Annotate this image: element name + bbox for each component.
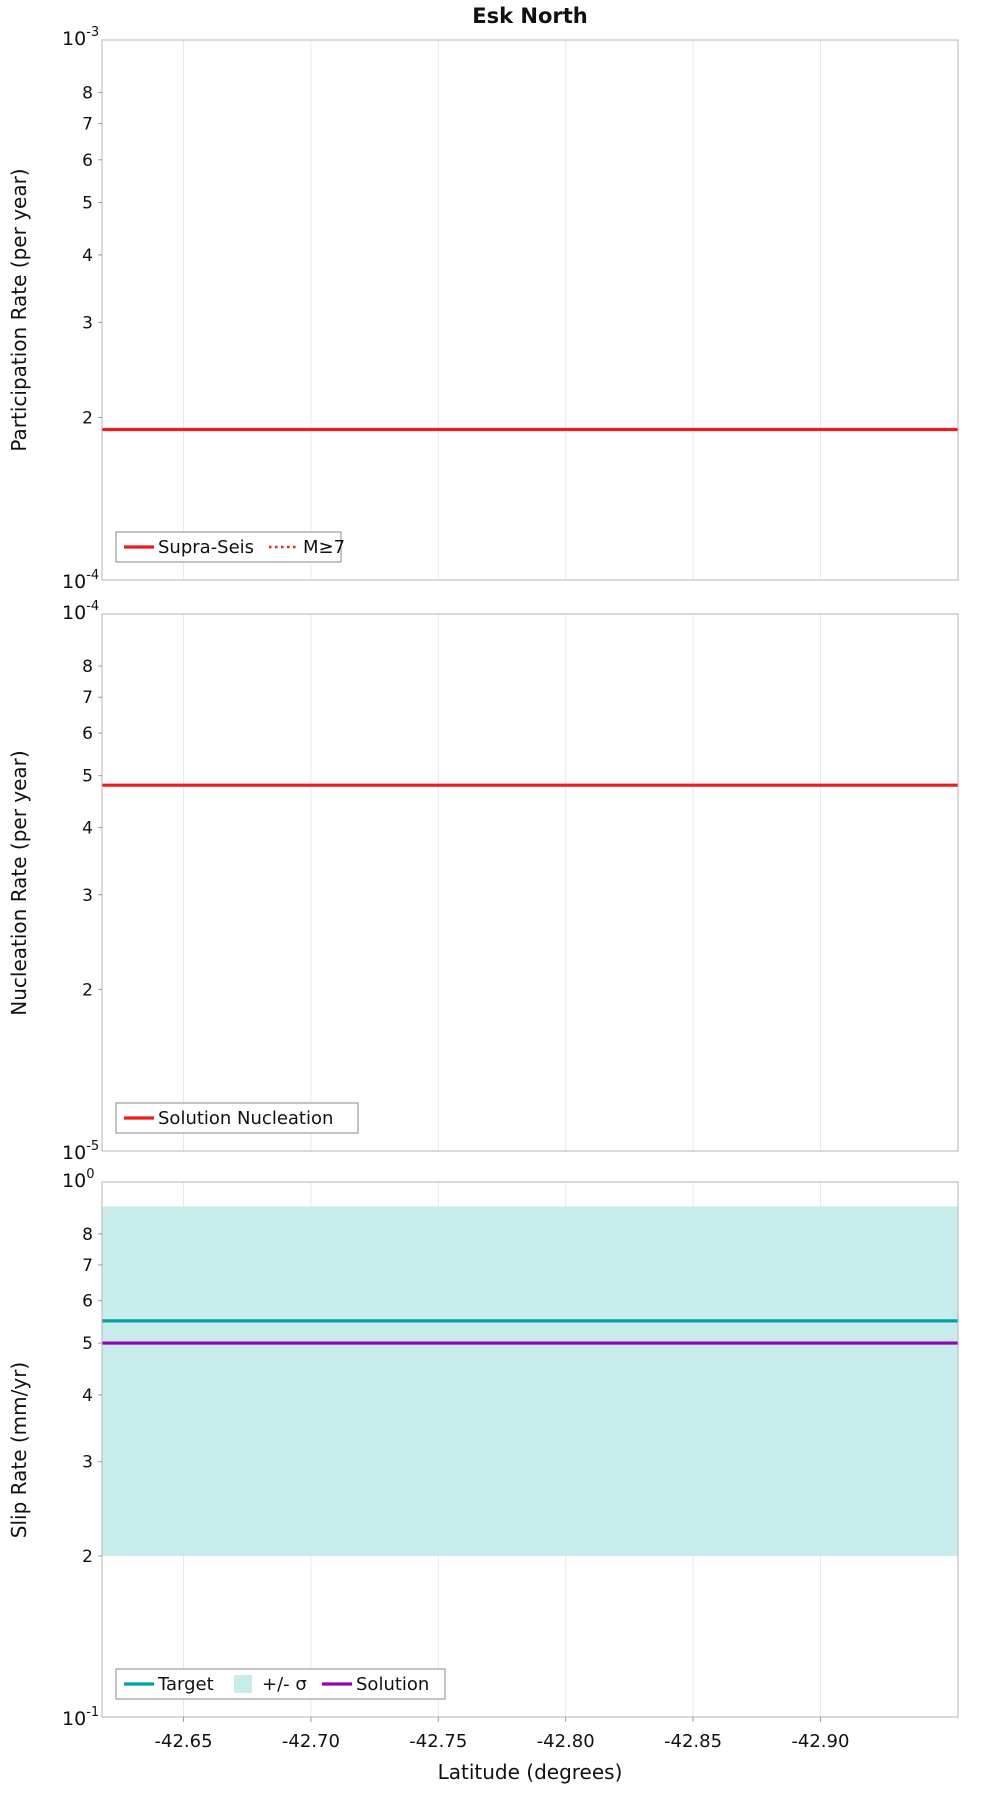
y-minor-tick-label: 5 [82, 1334, 93, 1354]
plot-border [101, 613, 959, 1152]
legend-swatch-patch [234, 1675, 252, 1693]
y-minor-tick-label: 6 [82, 151, 93, 171]
y-minor-tick-label: 8 [82, 83, 93, 103]
x-tick-label: -42.85 [664, 1731, 722, 1752]
x-tick-label: -42.90 [791, 1731, 849, 1752]
y-minor-tick-label: 3 [82, 1453, 93, 1473]
y-minor-tick-label: 8 [82, 657, 93, 677]
x-tick-label: -42.75 [409, 1731, 467, 1752]
x-tick-label: -42.80 [537, 1731, 595, 1752]
legend: Target +/- σ Solution [115, 1668, 446, 1700]
y-minor-tick-label: 7 [82, 688, 93, 708]
sigma-band [102, 1206, 958, 1556]
y-major-tick-label: 10-4 [62, 568, 99, 593]
y-major-tick-label: 10-4 [62, 599, 99, 624]
y-minor-tick-label: 4 [82, 1386, 93, 1406]
legend-label: Solution [356, 1674, 429, 1695]
x-tick-label: -42.70 [282, 1731, 340, 1752]
legend: Supra-Seis M≥7 [115, 531, 345, 563]
y-major-tick-label: 10-3 [62, 25, 99, 50]
y-minor-tick-label: 5 [82, 767, 93, 787]
y-minor-tick-label: 2 [82, 1547, 93, 1567]
x-axis-label: Latitude (degrees) [437, 1760, 623, 1784]
y-minor-tick-label: 6 [82, 724, 93, 744]
y-minor-tick-label: 4 [82, 819, 93, 839]
y-minor-tick-label: 2 [82, 408, 93, 428]
legend-label: Supra-Seis [158, 537, 254, 558]
legend-box [115, 1102, 359, 1134]
y-minor-tick-label: 3 [82, 886, 93, 906]
legend-label: +/- σ [262, 1674, 307, 1695]
y-minor-tick-label: 4 [82, 246, 93, 266]
y-major-tick-label: 10-1 [62, 1705, 99, 1730]
figure-title: Esk North [472, 4, 588, 28]
y-minor-tick-label: 7 [82, 1256, 93, 1276]
plot-border [101, 1181, 959, 1718]
y-major-tick-label: 100 [62, 1167, 94, 1192]
legend: Solution Nucleation [115, 1102, 359, 1134]
y-minor-tick-label: 5 [82, 194, 93, 214]
legend-box [115, 1668, 446, 1700]
legend-label: Solution Nucleation [158, 1108, 333, 1129]
legend-label: Target [157, 1674, 214, 1695]
y-minor-tick-label: 3 [82, 313, 93, 333]
legend-label: M≥7 [303, 537, 345, 558]
y-minor-tick-label: 2 [82, 980, 93, 1000]
y-minor-tick-label: 7 [82, 115, 93, 135]
y-minor-tick-label: 8 [82, 1225, 93, 1245]
plot-border [101, 39, 959, 581]
y-minor-tick-label: 6 [82, 1292, 93, 1312]
x-tick-label: -42.65 [155, 1731, 213, 1752]
y-major-tick-label: 10-5 [62, 1139, 99, 1164]
